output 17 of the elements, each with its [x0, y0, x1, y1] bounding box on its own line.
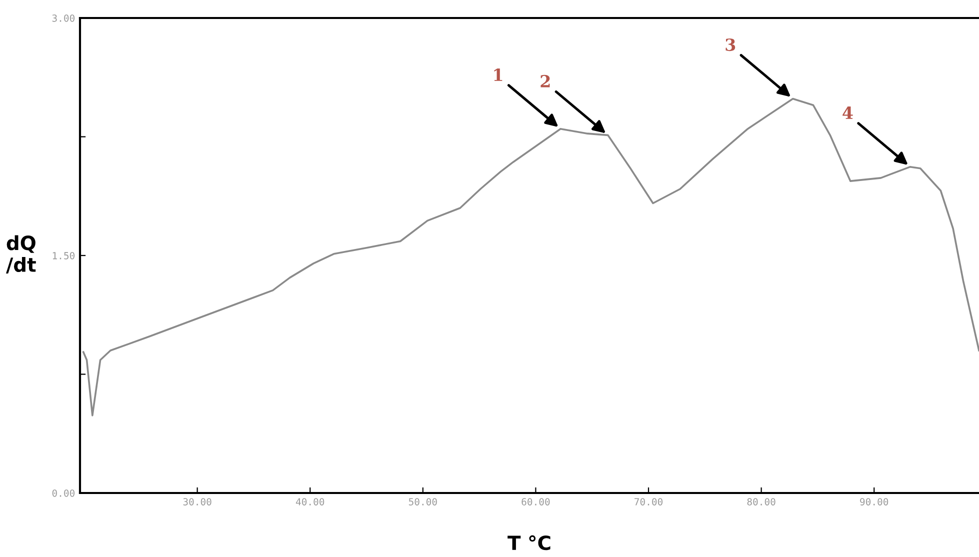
line-series	[82, 98, 979, 416]
x-tick-label: 80.00	[747, 498, 776, 506]
annotation: 1	[494, 68, 502, 81]
x-tick-label: 70.00	[634, 498, 663, 506]
annotation: 2	[540, 74, 550, 88]
x-tick-label: 40.00	[296, 498, 324, 506]
annotation: 4	[842, 106, 853, 119]
y-tick-label: 3.00	[52, 14, 75, 22]
x-tick-label: 50.00	[408, 498, 437, 506]
y-axis-title: dQ /dt	[6, 235, 36, 274]
y-tick-label: 0.00	[52, 490, 75, 497]
annotation: 3	[726, 38, 736, 52]
y-tick-label: 1.50	[52, 252, 75, 260]
x-tick-label: 60.00	[522, 498, 550, 506]
x-tick-label: 90.00	[860, 498, 888, 506]
x-tick-label: 30.00	[183, 498, 212, 506]
x-axis-title: T °C	[508, 535, 550, 550]
